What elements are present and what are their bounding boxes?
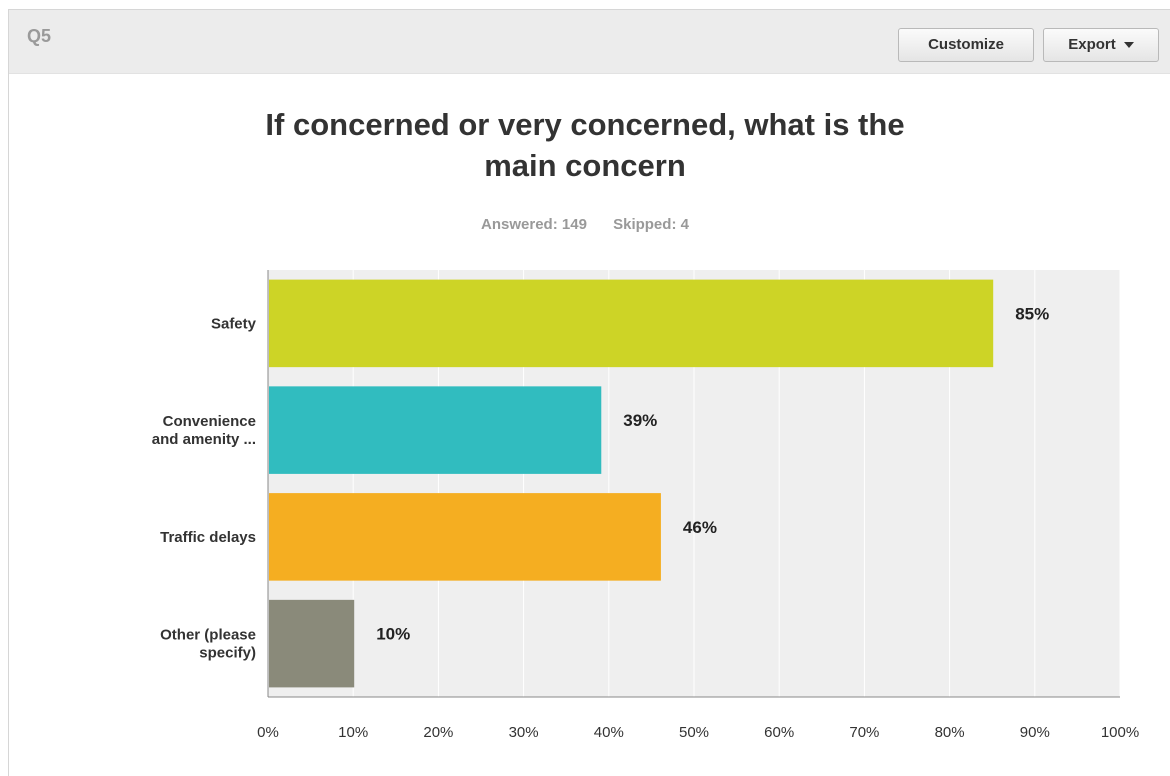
answered-count: Answered: 149	[481, 216, 587, 233]
bars	[269, 279, 994, 688]
value-label: 39%	[623, 411, 657, 430]
category-labels: Safety Convenience and amenity ... Traffic …	[152, 315, 257, 661]
question-header: Q5 Customize Export	[9, 10, 1170, 74]
export-button[interactable]: Export	[1043, 28, 1159, 62]
category-label: Convenience and amenity ...	[152, 413, 256, 448]
bar	[269, 386, 602, 474]
customize-button-label: Customize	[928, 36, 1004, 53]
value-labels: 85% 39% 46% 10%	[376, 304, 1049, 643]
x-tick-label: 10%	[338, 724, 368, 741]
category-label: Traffic delays	[160, 529, 256, 546]
question-number: Q5	[27, 26, 52, 46]
x-tick-label: 70%	[849, 724, 879, 741]
bar	[269, 599, 355, 688]
x-tick-label: 30%	[509, 724, 539, 741]
bar	[269, 279, 994, 368]
x-tick-label: 50%	[679, 724, 709, 741]
chart-title: If concerned or very concerned, what is …	[0, 104, 1170, 186]
x-tick-label: 20%	[423, 724, 453, 741]
value-label: 10%	[376, 625, 410, 644]
chart-title-line-2: main concern	[484, 148, 686, 183]
category-label: Other (please specify)	[160, 627, 256, 662]
skipped-count: Skipped: 4	[613, 216, 689, 233]
x-tick-labels: 0% 10% 20% 30% 40% 50% 60% 70% 80% 90% 100%	[257, 724, 1139, 741]
customize-button[interactable]: Customize	[898, 28, 1034, 62]
x-tick-label: 80%	[935, 724, 965, 741]
x-tick-label: 40%	[594, 724, 624, 741]
chevron-down-icon	[1123, 42, 1134, 49]
x-tick-label: 100%	[1101, 724, 1139, 741]
x-tick-label: 0%	[257, 724, 279, 741]
value-label: 85%	[1015, 304, 1049, 323]
chart-title-line-1: If concerned or very concerned, what is …	[265, 107, 905, 142]
value-label: 46%	[683, 518, 717, 537]
response-stats: Answered: 149 Skipped: 4	[0, 216, 1170, 233]
x-tick-label: 60%	[764, 724, 794, 741]
x-tick-label: 90%	[1020, 724, 1050, 741]
export-button-label: Export	[1068, 36, 1116, 53]
category-label: Safety	[211, 315, 257, 332]
bar	[269, 493, 661, 581]
